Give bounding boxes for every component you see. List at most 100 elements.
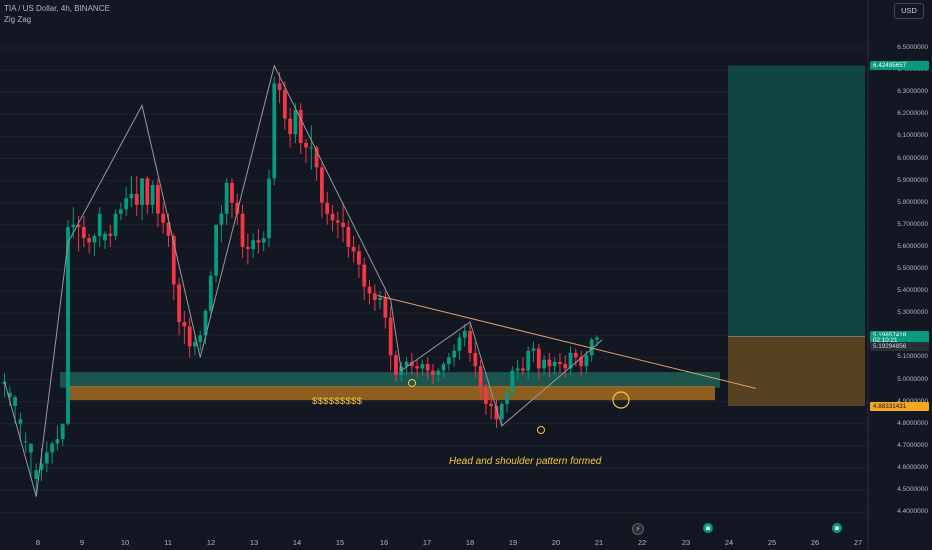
candle-body xyxy=(595,337,599,340)
candle-body xyxy=(177,284,181,323)
candle-body xyxy=(441,364,446,371)
time-tick-label: 19 xyxy=(508,538,518,547)
price-tick-label: 5.5000000 xyxy=(897,265,928,272)
candle-body xyxy=(404,361,409,367)
candle-body xyxy=(510,370,515,393)
time-tick-label: 9 xyxy=(79,538,85,547)
time-tick-label: 17 xyxy=(422,538,432,547)
candle-body xyxy=(409,361,414,367)
price-badge-entry: 5.19294856 xyxy=(870,341,929,351)
price-tick-label: 6.5000000 xyxy=(897,44,928,51)
candle-body xyxy=(341,222,345,228)
candle-body xyxy=(515,368,520,371)
candles-layer xyxy=(2,72,599,497)
time-tick-label: 13 xyxy=(249,538,259,547)
candle-body xyxy=(34,470,39,479)
zones-layer xyxy=(60,372,720,401)
candle-body xyxy=(468,330,472,353)
candle-body xyxy=(261,238,266,243)
time-tick-label: 12 xyxy=(206,538,216,547)
calendar-icon[interactable]: ▪ xyxy=(703,523,713,533)
candle-body xyxy=(314,147,319,168)
candle-body xyxy=(357,251,361,265)
candle-body xyxy=(335,220,340,223)
candle-body xyxy=(547,359,552,367)
candle-body xyxy=(23,441,28,443)
candle-body xyxy=(240,213,245,247)
candle-body xyxy=(542,359,546,369)
price-tick-label: 5.9000000 xyxy=(897,176,928,184)
candle-body xyxy=(39,463,44,471)
currency-button[interactable]: USD xyxy=(894,3,924,19)
candle-body xyxy=(256,240,261,243)
candle-body xyxy=(309,147,314,149)
candle-body xyxy=(129,193,134,199)
candle-body xyxy=(304,143,308,148)
time-tick-label: 20 xyxy=(551,538,561,547)
candle-body xyxy=(521,368,525,371)
candle-body xyxy=(92,235,97,243)
candle-body xyxy=(483,388,488,404)
candle-body xyxy=(124,198,129,210)
candle-body xyxy=(282,89,287,119)
candle-body xyxy=(66,227,70,424)
grid-layer xyxy=(0,0,869,550)
time-tick-label: 23 xyxy=(681,538,691,547)
zigzag-line xyxy=(4,64,603,497)
candle-body xyxy=(113,213,118,236)
price-tick-label: 6.0000000 xyxy=(897,154,928,162)
time-tick-label: 26 xyxy=(810,538,820,547)
candle-body xyxy=(156,185,160,214)
candle-body xyxy=(320,167,324,203)
candle-body xyxy=(452,350,457,358)
candle-body xyxy=(394,355,398,376)
candle-body xyxy=(446,357,451,365)
candle-body xyxy=(145,178,150,205)
time-tick-label: 18 xyxy=(465,538,475,547)
price-tick-label: 5.1000000 xyxy=(897,353,928,361)
candle-body xyxy=(351,246,356,252)
price-tick-label: 5.6000000 xyxy=(897,242,928,250)
candle-body xyxy=(103,233,107,241)
candle-body xyxy=(81,227,86,239)
support-zone xyxy=(60,372,720,388)
candle-body xyxy=(499,403,504,420)
candle-body xyxy=(161,213,166,223)
candle-body xyxy=(431,370,435,376)
indicator-label[interactable]: Zig Zag xyxy=(4,15,32,24)
candle-body xyxy=(198,335,203,342)
lightning-icon[interactable]: ⚡ xyxy=(632,523,644,535)
candle-body xyxy=(568,352,573,369)
price-tick-label: 4.5000000 xyxy=(897,486,928,493)
neckline-trendline xyxy=(377,295,756,389)
price-tick-label: 4.8000000 xyxy=(897,419,928,427)
zigzag-layer xyxy=(4,64,603,497)
candle-body xyxy=(579,357,584,367)
candle-body xyxy=(558,361,562,365)
candle-body xyxy=(277,83,282,90)
candle-body xyxy=(462,330,467,338)
candle-body xyxy=(251,240,256,250)
candle-body xyxy=(325,202,330,214)
price-tick-label: 5.4000000 xyxy=(897,287,928,295)
candle-body xyxy=(473,352,478,367)
candle-body xyxy=(494,406,499,420)
candle-body xyxy=(71,224,76,228)
candle-body xyxy=(187,326,192,347)
candle-body xyxy=(7,392,12,398)
stop-zone xyxy=(728,336,865,407)
calendar-icon[interactable]: ▪ xyxy=(832,523,842,533)
price-tick-label: 5.3000000 xyxy=(897,309,928,317)
candle-body xyxy=(171,235,176,285)
candle-body xyxy=(140,178,144,205)
time-tick-label: 16 xyxy=(379,538,389,547)
candle-body xyxy=(457,337,462,351)
candle-body xyxy=(272,83,277,179)
price-tick-label: 6.3000000 xyxy=(897,88,928,96)
candle-body xyxy=(87,238,92,243)
candle-body xyxy=(584,355,589,367)
candle-body xyxy=(362,264,367,287)
time-tick-label: 22 xyxy=(637,538,647,547)
